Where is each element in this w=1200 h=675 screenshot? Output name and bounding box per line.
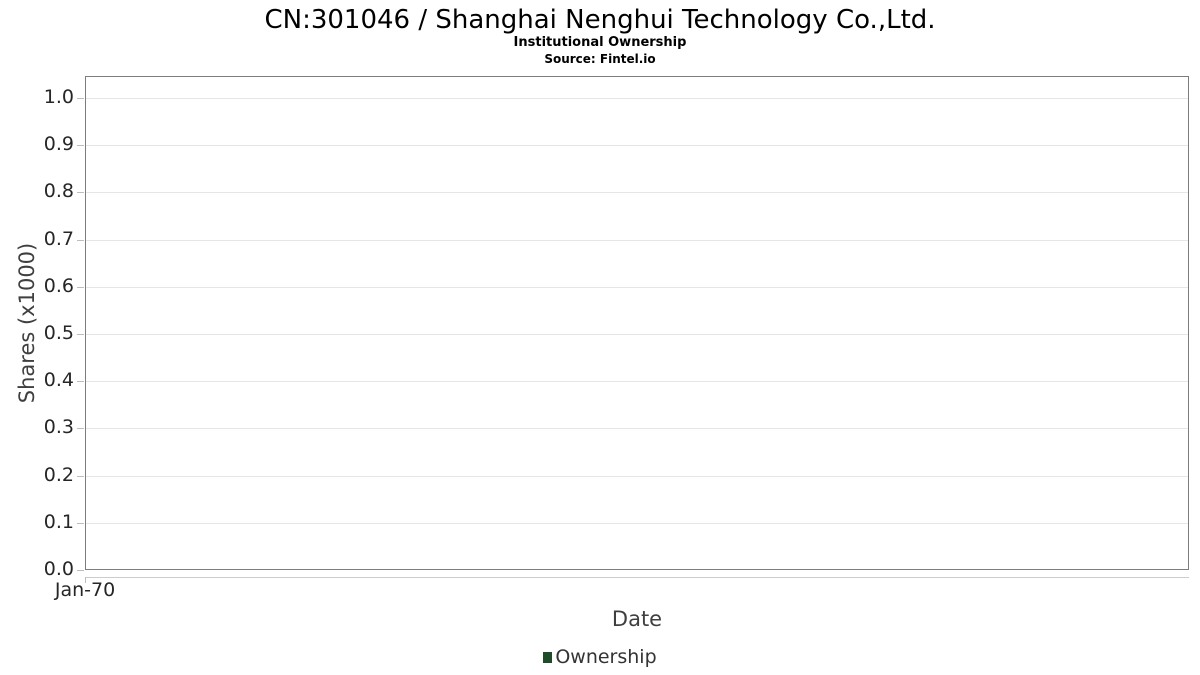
y-gridline bbox=[86, 145, 1188, 147]
y-tick-mark bbox=[77, 239, 84, 241]
y-tick-mark bbox=[77, 145, 84, 147]
y-gridline bbox=[86, 98, 1188, 99]
y-tick-label: 0.4 bbox=[43, 369, 74, 392]
y-tick-label: 0.9 bbox=[43, 133, 74, 156]
y-tick-mark bbox=[77, 428, 84, 430]
y-tick-mark bbox=[77, 192, 84, 194]
chart-source-label: Source: Fintel.io bbox=[544, 52, 656, 66]
chart-subtitle: Institutional Ownership bbox=[513, 35, 687, 50]
y-tick-mark bbox=[77, 570, 84, 571]
y-tick-label: 0.6 bbox=[43, 274, 74, 297]
y-tick-label: 1.0 bbox=[43, 86, 74, 108]
legend-item-label: Ownership bbox=[555, 646, 657, 668]
y-gridline bbox=[86, 475, 1188, 477]
y-tick-label: 0.0 bbox=[43, 558, 74, 580]
y-tick-label: 0.3 bbox=[43, 416, 74, 439]
y-tick-mark bbox=[77, 522, 84, 524]
y-tick-label: 0.2 bbox=[43, 463, 74, 486]
y-gridline bbox=[86, 334, 1188, 335]
y-tick-mark bbox=[77, 381, 84, 383]
y-gridline bbox=[86, 522, 1188, 524]
y-gridline bbox=[86, 192, 1188, 194]
legend-item-ownership[interactable]: Ownership bbox=[543, 646, 657, 668]
y-gridline bbox=[86, 286, 1188, 288]
y-tick-label: 0.8 bbox=[43, 180, 74, 203]
plot-area bbox=[77, 76, 1189, 571]
y-gridline bbox=[86, 428, 1188, 430]
y-tick-mark bbox=[77, 334, 84, 335]
y-tick-mark bbox=[77, 98, 84, 99]
y-tick-label: 0.7 bbox=[43, 227, 74, 250]
x-tick-label: Jan-70 bbox=[54, 579, 116, 601]
x-axis-line bbox=[85, 577, 1189, 578]
legend-marker-square-icon bbox=[543, 651, 553, 663]
chart-title: CN:301046 / Shanghai Nenghui Technology … bbox=[264, 5, 936, 35]
y-tick-label: 0.1 bbox=[43, 510, 74, 533]
y-gridline bbox=[86, 381, 1188, 383]
legend: Ownership bbox=[0, 646, 1200, 668]
x-axis-title: Date bbox=[611, 607, 663, 631]
y-tick-mark bbox=[77, 286, 84, 288]
y-gridline bbox=[86, 239, 1188, 241]
x-tick-mark bbox=[85, 577, 86, 583]
y-tick-mark bbox=[77, 475, 84, 477]
y-tick-label: 0.5 bbox=[43, 322, 74, 344]
